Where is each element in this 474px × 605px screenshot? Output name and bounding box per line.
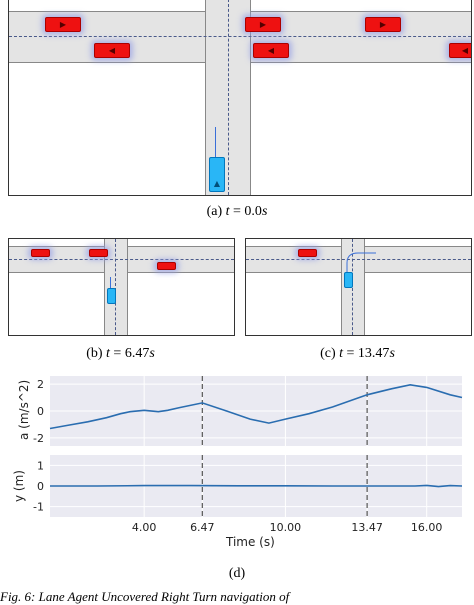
y-tick-label: -1 — [33, 501, 44, 514]
red-vehicle: ◀ — [253, 43, 289, 58]
lane-divider — [228, 0, 229, 195]
red-vehicle: ▶ — [245, 17, 281, 32]
caption-a: (a) t = 0.0s — [0, 204, 474, 220]
arrow-right-icon: ▶ — [259, 19, 267, 29]
series-line — [50, 484, 463, 488]
red-vehicle — [31, 249, 50, 257]
arrow-right-icon: ▶ — [59, 19, 67, 29]
arrow-left-icon: ◀ — [461, 45, 469, 55]
x-tick-label: 10.00 — [270, 521, 302, 534]
panel-b-scene — [8, 238, 235, 336]
caption-b: (b) t = 6.47s — [8, 346, 233, 362]
caption-value: = 13.47 — [346, 346, 390, 361]
caption-unit: s — [261, 204, 268, 219]
caption-value: = 0.0 — [233, 204, 262, 219]
red-vehicle — [89, 249, 108, 257]
arrow-up-icon: ▲ — [213, 179, 221, 188]
panel-c-scene — [245, 238, 472, 336]
lane-divider — [246, 259, 471, 260]
caption-unit: s — [149, 346, 155, 361]
y-ylabel: y (m) — [12, 470, 26, 502]
caption-prefix: (a) — [206, 204, 223, 219]
x-tick-label: 6.47 — [190, 521, 215, 534]
caption-prefix: (b) — [86, 346, 103, 361]
x-tick-label: 4.00 — [132, 521, 157, 534]
caption-var: t — [339, 346, 344, 361]
ego-vehicle — [344, 272, 353, 288]
red-vehicle — [298, 249, 317, 257]
lane-divider — [9, 259, 234, 260]
caption-value: = 6.47 — [113, 346, 150, 361]
ego-vehicle — [107, 288, 116, 304]
caption-unit: s — [389, 346, 395, 361]
caption-var: t — [225, 204, 230, 219]
ego-trajectory — [346, 252, 376, 275]
x-tick-label: 16.00 — [411, 521, 443, 534]
y-tick-label: 1 — [37, 459, 44, 472]
red-vehicle: ◀ — [94, 43, 130, 58]
red-vehicle: ▶ — [365, 17, 401, 32]
y-tick-label: -2 — [33, 432, 44, 445]
series-line — [49, 383, 463, 430]
x-tick-label: 13.47 — [351, 521, 383, 534]
y-tick-label: 0 — [37, 405, 44, 418]
red-vehicle: ◀ — [449, 43, 471, 58]
y-tick-label: 0 — [37, 480, 44, 493]
accel-ylabel: a (m/s^2) — [17, 379, 31, 440]
caption-prefix: (c) — [320, 346, 336, 361]
panel-a-scene: ▶ ◀ ▶ ◀ ▶ ◀ ▲ — [8, 0, 472, 196]
arrow-left-icon: ◀ — [267, 45, 275, 55]
caption-var: t — [106, 346, 110, 361]
red-vehicle — [157, 262, 176, 270]
lane-divider — [9, 36, 471, 37]
figure-footer: Fig. 6: Lane Agent Uncovered Right Turn … — [0, 589, 290, 604]
ego-trajectory — [110, 277, 111, 289]
y-tick-label: 2 — [37, 378, 44, 391]
ego-vehicle: ▲ — [209, 157, 225, 192]
arrow-left-icon: ◀ — [108, 45, 116, 55]
red-vehicle: ▶ — [45, 17, 81, 32]
caption-c: (c) t = 13.47s — [245, 346, 470, 362]
x-axis-label: Time (s) — [226, 535, 275, 549]
ego-trajectory — [215, 127, 216, 157]
caption-d: (d) — [228, 566, 246, 581]
lane-divider — [115, 239, 116, 335]
arrow-right-icon: ▶ — [379, 19, 387, 29]
